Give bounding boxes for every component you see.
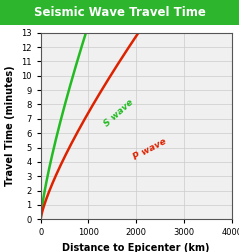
Text: P wave: P wave <box>131 137 168 162</box>
Text: Seismic Wave Travel Time: Seismic Wave Travel Time <box>33 6 206 19</box>
Text: S wave: S wave <box>103 97 136 128</box>
X-axis label: Distance to Epicenter (km): Distance to Epicenter (km) <box>62 243 210 252</box>
Y-axis label: Travel Time (minutes): Travel Time (minutes) <box>5 66 16 186</box>
